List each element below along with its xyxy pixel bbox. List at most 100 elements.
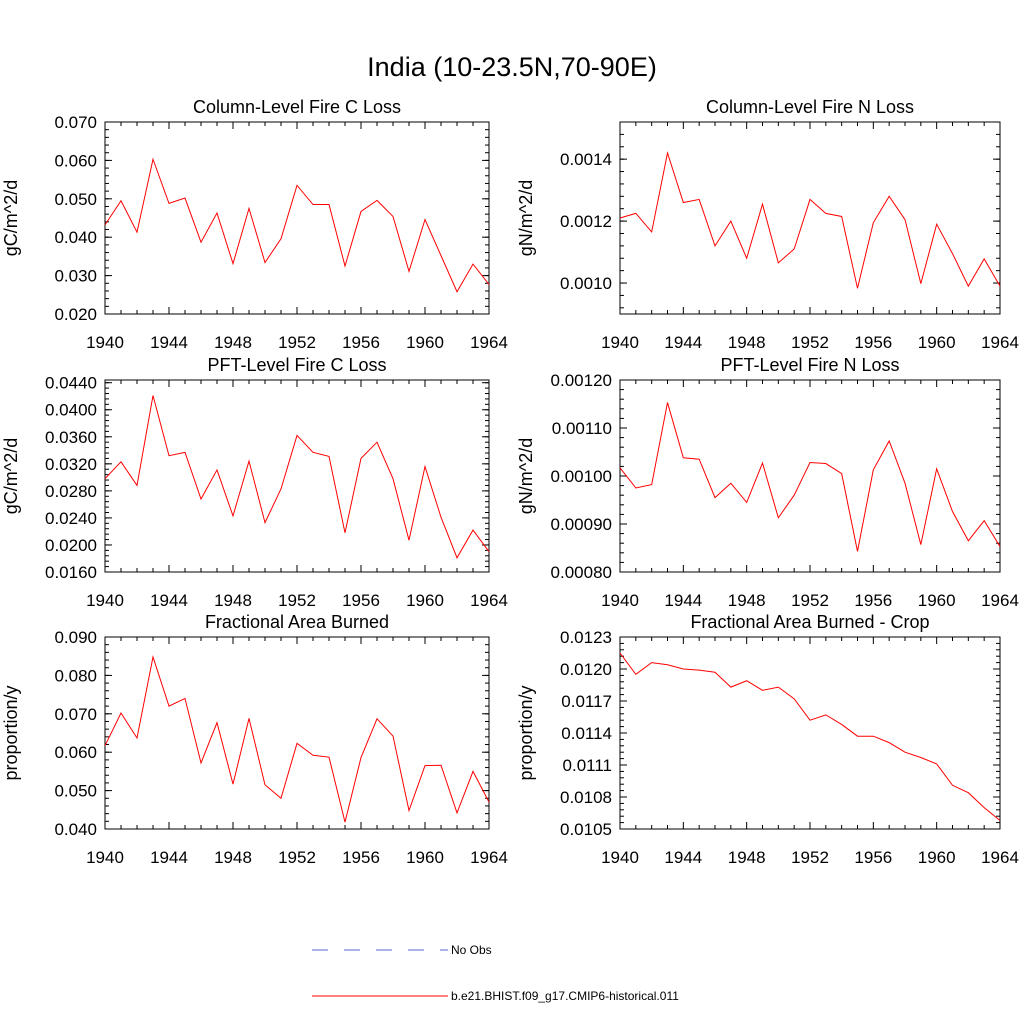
y-tick-label: 0.0105 — [560, 820, 612, 839]
series-line — [104, 395, 490, 559]
y-tick-label: 0.060 — [54, 743, 97, 762]
y-tick-label: 0.0280 — [45, 482, 97, 501]
y-tick-label: 0.0160 — [45, 563, 97, 582]
y-tick-label: 0.080 — [54, 666, 97, 685]
x-tick-label: 1948 — [214, 591, 252, 610]
y-tick-label: 0.0117 — [561, 692, 612, 711]
plot-frame — [104, 121, 490, 315]
x-tick-label: 1952 — [278, 591, 316, 610]
x-tick-label: 1964 — [470, 591, 508, 610]
y-axis-label: proportion/y — [516, 685, 536, 780]
x-tick-label: 1956 — [342, 591, 380, 610]
x-tick-label: 1960 — [406, 591, 444, 610]
x-tick-label: 1944 — [664, 333, 702, 352]
panel-1: 1940 1944 1948 1952 1956 1960 1964 0.020 0.030 0.… — [1, 97, 508, 352]
y-tick-label: 0.00110 — [552, 419, 612, 438]
panels-group: 1940 1944 1948 1952 1956 1960 1964 0.020 0.030 0.… — [1, 97, 1019, 867]
x-tick-label: 1956 — [854, 333, 892, 352]
x-tick-label: 1964 — [470, 848, 508, 867]
plot-frame — [619, 121, 1001, 315]
panel-2: 1940 1944 1948 1952 1956 1960 1964 0.0010 0.0012… — [516, 97, 1019, 352]
x-tick-label: 1948 — [728, 591, 766, 610]
y-tick-label: 0.0108 — [560, 788, 612, 807]
x-tick-label: 1940 — [86, 333, 124, 352]
series-line — [104, 654, 490, 823]
x-tick-label: 1948 — [728, 848, 766, 867]
y-tick-label: 0.0240 — [45, 509, 97, 528]
y-tick-label: 0.00120 — [551, 371, 612, 390]
x-tick-label: 1952 — [791, 333, 829, 352]
panel-title: PFT-Level Fire C Loss — [207, 355, 386, 375]
x-tick-label: 1940 — [86, 848, 124, 867]
y-tick-label: 0.070 — [54, 705, 97, 724]
x-tick-label: 1940 — [601, 591, 639, 610]
y-tick-label: 0.0360 — [45, 428, 97, 447]
panel-title: Column-Level Fire N Loss — [706, 97, 914, 117]
series-line — [619, 402, 1001, 552]
x-tick-label: 1956 — [854, 591, 892, 610]
x-tick-label: 1964 — [981, 333, 1019, 352]
x-tick-label: 1944 — [150, 591, 188, 610]
y-tick-label: 0.0111 — [563, 756, 612, 775]
x-tick-label: 1952 — [278, 333, 316, 352]
x-tick-label: 1948 — [214, 848, 252, 867]
series-line — [104, 157, 490, 293]
x-tick-label: 1964 — [981, 848, 1019, 867]
y-tick-label: 0.0120 — [560, 660, 612, 679]
plot-frame — [104, 636, 490, 830]
x-tick-label: 1948 — [728, 333, 766, 352]
y-tick-label: 0.0014 — [560, 150, 612, 169]
y-tick-label: 0.0012 — [560, 212, 612, 231]
panel-title: Column-Level Fire C Loss — [193, 97, 401, 117]
x-tick-label: 1956 — [342, 848, 380, 867]
y-tick-label: 0.00090 — [551, 515, 612, 534]
panel-4: 1940 1944 1948 1952 1956 1960 1964 0.00080 0.000… — [516, 355, 1019, 610]
x-tick-label: 1952 — [278, 848, 316, 867]
y-tick-label: 0.020 — [54, 305, 97, 324]
y-tick-label: 0.0123 — [560, 628, 612, 647]
y-tick-label: 0.050 — [54, 782, 97, 801]
x-tick-label: 1960 — [918, 848, 956, 867]
x-tick-label: 1960 — [918, 333, 956, 352]
panel-title: Fractional Area Burned - Crop — [690, 612, 929, 632]
y-axis-label: gC/m^2/d — [1, 180, 21, 256]
y-tick-label: 0.090 — [54, 628, 97, 647]
y-tick-label: 0.0114 — [561, 724, 612, 743]
y-tick-label: 0.0010 — [560, 274, 612, 293]
x-tick-label: 1952 — [791, 848, 829, 867]
x-tick-label: 1960 — [918, 591, 956, 610]
series-line — [619, 150, 1001, 289]
y-tick-label: 0.0200 — [45, 536, 97, 555]
x-tick-label: 1944 — [150, 848, 188, 867]
series-line — [619, 652, 1001, 821]
panel-5: 1940 1944 1948 1952 1956 1960 1964 0.040 0.050 0.… — [1, 612, 508, 867]
y-axis-label: proportion/y — [1, 685, 21, 780]
x-tick-label: 1944 — [664, 848, 702, 867]
plot-frame — [619, 379, 1001, 573]
y-tick-label: 0.050 — [54, 190, 97, 209]
panel-6: 1940 1944 1948 1952 1956 1960 1964 0.0105 0.0108… — [516, 612, 1019, 867]
x-tick-label: 1944 — [664, 591, 702, 610]
x-tick-label: 1956 — [854, 848, 892, 867]
x-tick-label: 1948 — [214, 333, 252, 352]
y-tick-label: 0.00100 — [551, 467, 612, 486]
y-axis-label: gN/m^2/d — [516, 438, 536, 514]
x-tick-label: 1944 — [150, 333, 188, 352]
x-tick-label: 1940 — [601, 848, 639, 867]
plot-frame — [619, 636, 1001, 830]
x-tick-label: 1960 — [406, 333, 444, 352]
legend: No Obs b.e21.BHIST.f09_g17.CMIP6-histori… — [312, 943, 679, 1003]
x-tick-label: 1940 — [86, 591, 124, 610]
y-tick-label: 0.040 — [54, 228, 97, 247]
panel-title: Fractional Area Burned — [205, 612, 389, 632]
y-tick-label: 0.00080 — [551, 563, 612, 582]
y-tick-label: 0.060 — [54, 151, 97, 170]
y-tick-label: 0.0440 — [45, 374, 97, 393]
y-tick-label: 0.0400 — [45, 401, 97, 420]
legend-label-no-obs: No Obs — [451, 943, 492, 957]
legend-label-model-run: b.e21.BHIST.f09_g17.CMIP6-historical.011 — [451, 989, 679, 1003]
x-tick-label: 1964 — [470, 333, 508, 352]
panel-3: 1940 1944 1948 1952 1956 1960 1964 0.0160 0.0200… — [1, 355, 508, 610]
x-tick-label: 1940 — [601, 333, 639, 352]
